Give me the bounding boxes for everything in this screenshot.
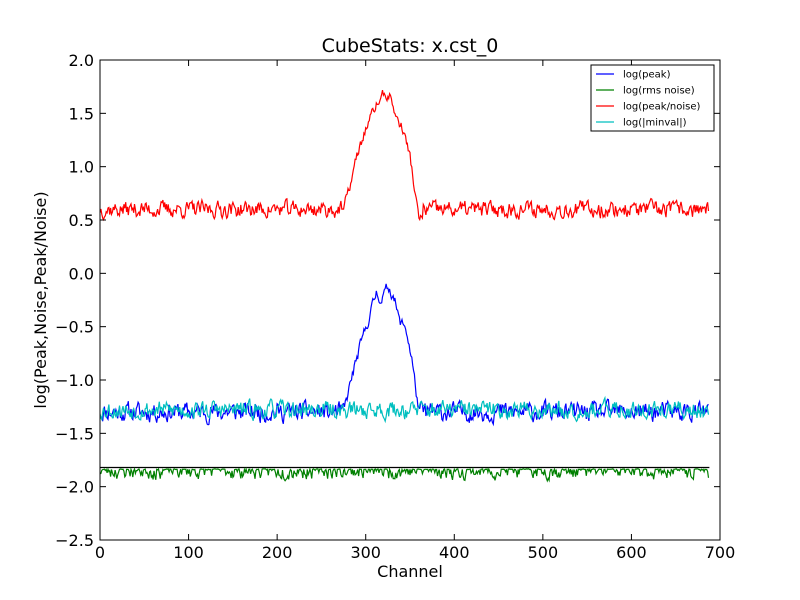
- legend-label: log(peak): [623, 70, 671, 81]
- y-tick-label: −1.5: [55, 424, 94, 443]
- x-axis: 0 100 200 300 400 500 600 700: [95, 60, 735, 562]
- y-axis-label: log(Peak,Noise,Peak/Noise): [31, 191, 50, 408]
- plot-background: [100, 60, 720, 540]
- plot-area: [99, 59, 721, 541]
- legend-label: log(rms noise): [623, 86, 695, 97]
- legend-label: log(peak/noise): [623, 102, 701, 113]
- series-line-3: [100, 89, 710, 222]
- x-tick-label: 300: [350, 543, 381, 562]
- x-tick-label: 0: [95, 543, 105, 562]
- x-tick-label: 200: [262, 543, 293, 562]
- legend-box: [590, 64, 715, 132]
- legend-label: log(|minval|): [623, 118, 687, 129]
- y-tick-label: −2.0: [55, 478, 94, 497]
- x-tick-label: 400: [439, 543, 470, 562]
- series-line-4: [100, 395, 710, 424]
- series-line-2: [100, 466, 710, 483]
- series-layer: [100, 89, 710, 483]
- x-axis-label: Channel: [377, 562, 443, 581]
- y-tick-label: 0.0: [69, 264, 94, 283]
- y-tick-label: 1.0: [69, 158, 94, 177]
- y-tick-label: −0.5: [55, 318, 94, 337]
- y-tick-label: 1.5: [69, 104, 94, 123]
- plot-frame: [99, 59, 721, 541]
- y-axis: −2.5 −2.0 −1.5 −1.0 −0.5 0.0 0.5 1.0 1.5 2.0: [55, 51, 720, 550]
- x-tick-label: 600: [616, 543, 647, 562]
- x-tick-label: 700: [705, 543, 736, 562]
- y-tick-label: −1.0: [55, 371, 94, 390]
- y-tick-label: 2.0: [69, 51, 94, 70]
- x-tick-label: 100: [173, 543, 204, 562]
- legend: log(peak) log(rms noise) log(peak/noise) lo…: [590, 64, 715, 132]
- y-tick-label: −2.5: [55, 531, 94, 550]
- x-tick-label: 500: [528, 543, 559, 562]
- chart-title: CubeStats: x.cst_0: [322, 35, 499, 57]
- y-tick-label: 0.5: [69, 211, 94, 230]
